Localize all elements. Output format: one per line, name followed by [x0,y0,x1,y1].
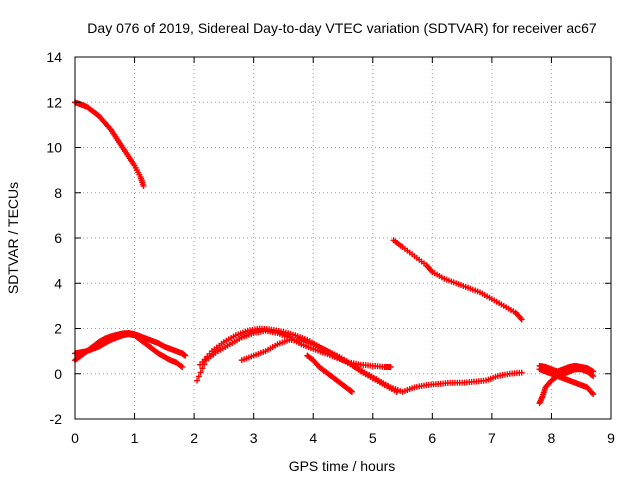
data-point [393,388,400,395]
y-tick-label: 10 [46,140,62,156]
y-axis-label: SDTVAR / TECUs [5,182,21,294]
x-tick-label: 2 [190,430,198,446]
grid-layer [75,57,611,419]
x-tick-label: 0 [71,430,79,446]
data-point [590,391,597,398]
y-tick-label: 14 [46,49,62,65]
x-tick-label: 9 [607,430,615,446]
data-point [590,368,597,375]
y-tick-label: 8 [54,185,62,201]
y-tick-label: 12 [46,94,62,110]
data-point [140,182,147,189]
x-tick-label: 6 [428,430,436,446]
x-tick-label: 8 [548,430,556,446]
data-point [197,369,204,376]
y-tick-label: 0 [54,366,62,382]
x-tick-label: 1 [131,430,139,446]
y-tick-label: 2 [54,321,62,337]
x-tick-label: 7 [488,430,496,446]
data-point [194,377,201,384]
x-axis-label: GPS time / hours [289,458,396,474]
x-tick-label: 4 [309,430,317,446]
data-point [179,363,186,370]
data-point [387,363,394,370]
data-point [195,373,202,380]
data-point [182,352,189,359]
data-point [348,388,355,395]
data-point [178,363,185,370]
x-tick-label: 3 [250,430,258,446]
y-tick-label: 6 [54,230,62,246]
data-point [518,316,525,323]
data-layer [72,99,597,407]
y-tick-label: -2 [50,411,63,427]
data-point [518,369,525,376]
data-point [199,365,206,372]
x-tick-label: 5 [369,430,377,446]
chart-title: Day 076 of 2019, Sidereal Day-to-day VTE… [87,20,597,36]
y-tick-label: 4 [54,275,62,291]
